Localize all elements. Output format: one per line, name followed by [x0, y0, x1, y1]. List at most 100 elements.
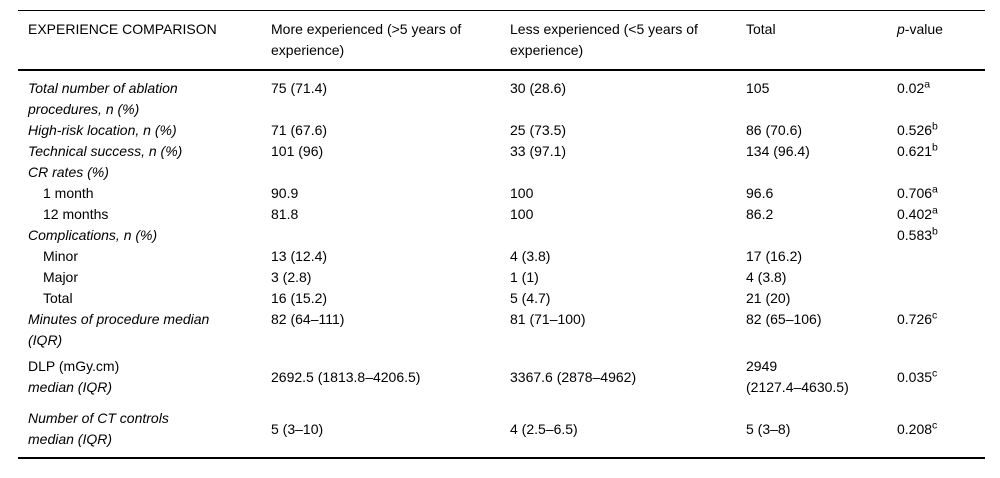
- cell-more: 5 (3–10): [261, 403, 500, 459]
- p-value-superscript: c: [932, 309, 938, 322]
- cell-total: 134 (96.4): [746, 143, 810, 159]
- table-row: Major 3 (2.8) 1 (1) 4 (3.8): [18, 267, 985, 288]
- row-label-text: Total number of ablation procedures, n (…: [28, 80, 178, 117]
- cell-p-value: 0.208c: [887, 403, 985, 459]
- cell-less: 30 (28.6): [510, 80, 567, 96]
- cell-more: [261, 162, 500, 183]
- cell-less: 5 (4.7): [510, 290, 551, 306]
- cell-p-value: 0.035c: [897, 366, 938, 385]
- cell-more: 71 (67.6): [271, 122, 328, 138]
- cell-more: [261, 225, 500, 246]
- p-value-rest: -value: [904, 21, 943, 37]
- cell-less: 1 (1): [510, 269, 539, 285]
- cell-total: 2949 (2127.4–4630.5): [746, 358, 849, 395]
- cell-more: 90.9: [271, 185, 299, 201]
- cell-less: 33 (97.1): [510, 143, 567, 159]
- row-label-text: Total: [43, 290, 73, 306]
- cell-p-value: [887, 162, 985, 183]
- cell-less: [500, 162, 736, 183]
- col-header-total: Total: [736, 10, 887, 71]
- cell-p-value: 0.02a: [897, 78, 931, 96]
- row-label-text: CR rates (%): [28, 164, 109, 180]
- cell-p-value: 0.402a: [897, 204, 938, 222]
- p-value-superscript: b: [932, 120, 938, 133]
- cell-total: 86 (70.6): [746, 122, 803, 138]
- p-value-superscript: a: [932, 183, 938, 196]
- row-label: Major: [18, 267, 261, 288]
- cell-more: 101 (96): [271, 143, 324, 159]
- cell-less: 25 (73.5): [510, 122, 567, 138]
- cell-total: 21 (20): [746, 290, 791, 306]
- row-label: 1 month: [18, 183, 261, 204]
- table-row: 12 months 81.8 100 86.2 0.402a: [18, 204, 985, 225]
- cell-less: 4 (3.8): [510, 248, 551, 264]
- row-label-text: 1 month: [43, 185, 94, 201]
- table-body: Total number of ablation procedures, n (…: [18, 70, 985, 459]
- row-label-text: Technical success, n (%): [28, 143, 183, 159]
- cell-less: 81 (71–100): [510, 311, 586, 327]
- cell-total: 5 (3–8): [736, 403, 887, 459]
- col-header-more-experienced: More experienced (>5 years of experience…: [261, 10, 500, 71]
- table-row: High-risk location, n (%) 71 (67.6) 25 (73…: [18, 120, 985, 141]
- cell-p-value: [887, 246, 985, 267]
- p-value-italic-p: p: [897, 21, 905, 37]
- cell-p-value: 0.726c: [897, 309, 938, 327]
- cell-less: 100: [510, 185, 534, 201]
- row-label-text: DLP (mGy.cm): [28, 358, 120, 374]
- experience-comparison-table: EXPERIENCE COMPARISON More experienced (…: [18, 10, 985, 459]
- cell-more: 13 (12.4): [271, 248, 328, 264]
- cell-more: 75 (71.4): [271, 80, 328, 96]
- cell-less: [500, 225, 736, 246]
- cell-total: 4 (3.8): [746, 269, 787, 285]
- row-label-text: Number of CT controls: [28, 410, 169, 426]
- row-label-text: High-risk location, n (%): [28, 122, 177, 138]
- p-value-superscript: a: [924, 78, 931, 91]
- table-row: Complications, n (%) 0.583b: [18, 225, 985, 246]
- row-label-text: 12 months: [43, 206, 109, 222]
- row-label: 12 months: [18, 204, 261, 225]
- table-row: Number of CT controls median (IQR) 5 (3–10…: [18, 403, 985, 459]
- table-row: 1 month 90.9 100 96.6 0.706a: [18, 183, 985, 204]
- p-value-superscript: a: [932, 204, 938, 217]
- p-value-superscript: c: [932, 366, 938, 379]
- cell-more: 2692.5 (1813.8–4206.5): [271, 368, 421, 385]
- table-row: Technical success, n (%) 101 (96) 33 (97.1…: [18, 141, 985, 162]
- header-row: EXPERIENCE COMPARISON More experienced (…: [18, 10, 985, 71]
- cell-p-value: 0.526b: [897, 120, 938, 138]
- cell-p-value: [887, 288, 985, 309]
- row-label-text: Complications, n (%): [28, 227, 158, 243]
- cell-total: 86.2: [746, 206, 774, 222]
- cell-total: [736, 225, 887, 246]
- col-header-experience-comparison: EXPERIENCE COMPARISON: [18, 10, 261, 71]
- row-label: Complications, n (%): [18, 225, 261, 246]
- cell-p-value: 0.583b: [897, 225, 938, 243]
- table-row: CR rates (%): [18, 162, 985, 183]
- row-label-text: median (IQR): [28, 431, 113, 447]
- cell-less: 100: [510, 206, 534, 222]
- row-label-text: median (IQR): [28, 379, 113, 395]
- cell-less: 4 (2.5–6.5): [500, 403, 736, 459]
- cell-total: [736, 162, 887, 183]
- cell-p-value: [887, 267, 985, 288]
- cell-total: 105: [746, 80, 770, 96]
- cell-less: 3367.6 (2878–4962): [510, 368, 637, 385]
- row-label-text: Minor: [43, 248, 79, 264]
- cell-total: 96.6: [746, 185, 774, 201]
- cell-more: 16 (15.2): [271, 290, 328, 306]
- row-label: Total: [18, 288, 261, 309]
- row-label: Number of CT controls median (IQR): [18, 403, 261, 459]
- col-header-less-experienced: Less experienced (<5 years of experience…: [500, 10, 736, 71]
- table-row: Total number of ablation procedures, n (…: [18, 70, 985, 120]
- table-row: Minutes of procedure median (IQR) 82 (64–…: [18, 309, 985, 351]
- p-value-superscript: b: [932, 225, 938, 238]
- row-label: Minutes of procedure median (IQR): [18, 309, 261, 351]
- table-row: Minor 13 (12.4) 4 (3.8) 17 (16.2): [18, 246, 985, 267]
- row-label-text: Minutes of procedure median (IQR): [28, 311, 210, 348]
- cell-more: 81.8: [271, 206, 299, 222]
- row-label: High-risk location, n (%): [18, 120, 261, 141]
- row-label: CR rates (%): [18, 162, 261, 183]
- table-row: Total 16 (15.2) 5 (4.7) 21 (20): [18, 288, 985, 309]
- row-label: Minor: [18, 246, 261, 267]
- cell-more: 82 (64–111): [271, 311, 345, 327]
